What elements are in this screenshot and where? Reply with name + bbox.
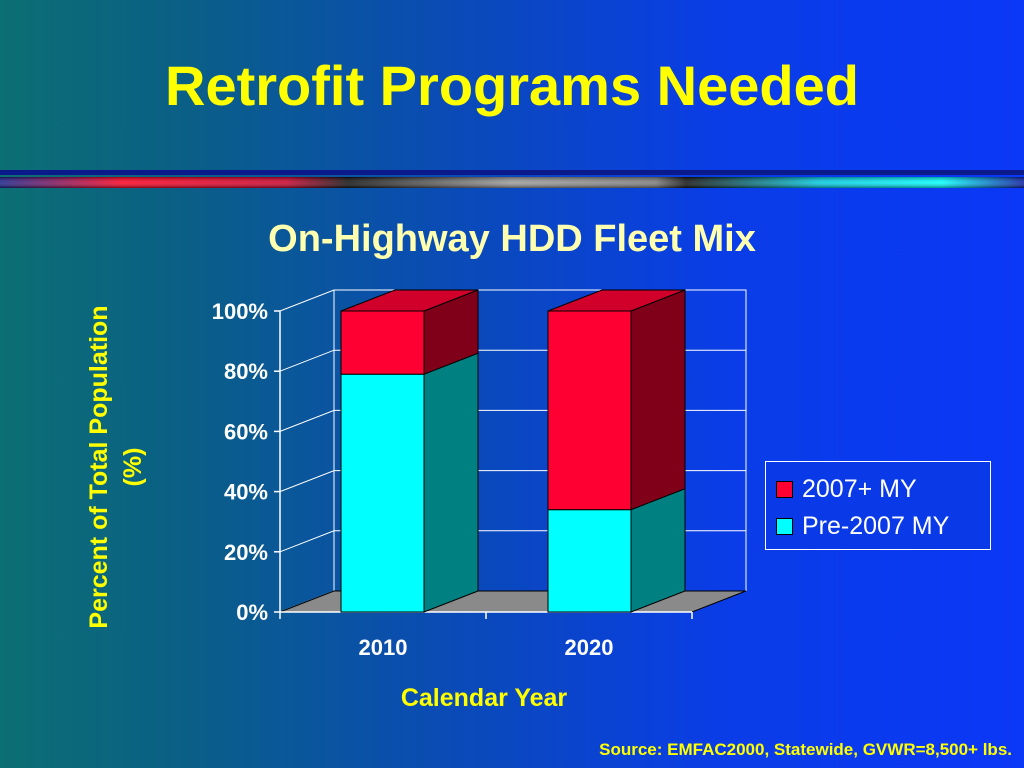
divider-bar xyxy=(0,170,1024,188)
bar-2020-pre-2007-my-front xyxy=(547,509,632,613)
y-tick-label: 100% xyxy=(212,299,268,324)
bar-2020-2007-my-top xyxy=(547,289,686,312)
chart-title: On-Highway HDD Fleet Mix xyxy=(268,218,756,260)
bar-2020-2007-my-side xyxy=(630,289,686,511)
bar-2010-2007-my-front xyxy=(340,310,425,375)
legend-swatch-2007-plus xyxy=(776,481,793,498)
y-tick-label: 0% xyxy=(236,600,268,625)
source-note: Source: EMFAC2000, Statewide, GVWR=8,500… xyxy=(599,740,1012,759)
y-tick-label: 80% xyxy=(224,359,268,384)
legend-label-pre-2007: Pre-2007 MY xyxy=(802,512,950,540)
chart-legend: 2007+ MY Pre-2007 MY xyxy=(765,461,991,550)
slide-title: Retrofit Programs Needed xyxy=(165,54,859,117)
bar-2010-2007-my-top xyxy=(340,289,479,312)
bar-2010-pre-2007-my-front xyxy=(340,373,425,613)
bar-2020-2007-my-front xyxy=(547,310,632,511)
x-axis-title: Calendar Year xyxy=(400,684,568,712)
y-tick-label: 60% xyxy=(224,419,268,444)
y-tick-label: 20% xyxy=(224,540,268,565)
legend-swatch-pre-2007 xyxy=(776,518,793,535)
x-tick-label: 2020 xyxy=(565,635,614,660)
bar-2010-pre-2007-my-side xyxy=(423,352,479,613)
legend-item-2007-plus: 2007+ MY xyxy=(776,471,990,508)
x-tick-label: 2010 xyxy=(359,635,408,660)
y-tick-label: 40% xyxy=(224,480,268,505)
legend-item-pre-2007: Pre-2007 MY xyxy=(776,508,990,545)
legend-label-2007-plus: 2007+ MY xyxy=(802,475,917,503)
bar-2020-pre-2007-my-side xyxy=(630,487,686,613)
